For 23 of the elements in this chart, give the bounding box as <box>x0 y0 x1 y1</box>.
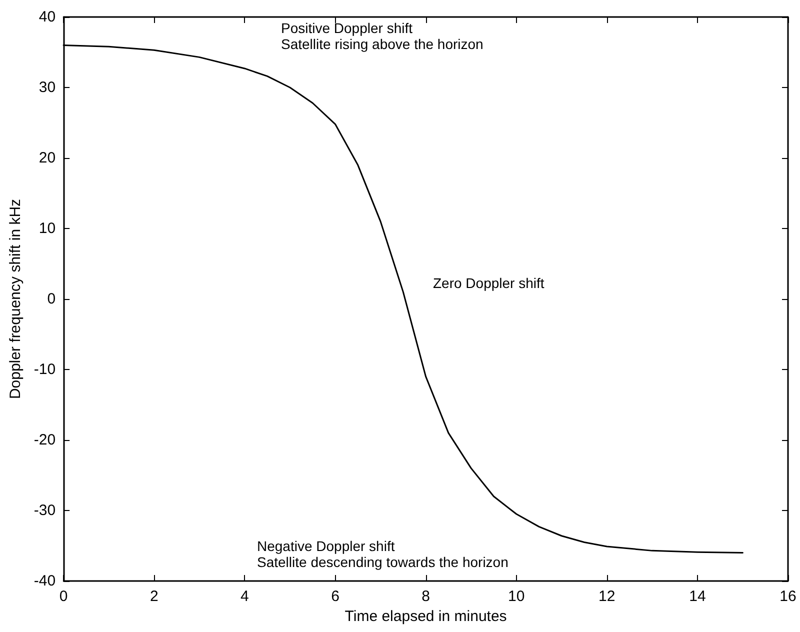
x-tick-label: 16 <box>780 588 796 605</box>
x-tick-label: 4 <box>240 588 249 605</box>
y-tick-label: 30 <box>38 79 56 96</box>
y-tick-label: -20 <box>34 432 56 448</box>
y-tick-label: 40 <box>38 8 56 26</box>
x-tick-label: 0 <box>59 588 68 605</box>
annotation: Zero Doppler shift <box>433 275 544 291</box>
y-tick-label: -40 <box>34 572 56 590</box>
y-tick-label: 10 <box>38 220 56 237</box>
y-tick-label: -10 <box>34 361 56 378</box>
x-tick-label: 6 <box>331 588 340 605</box>
annotation: Positive Doppler shift Satellite rising above the horizon <box>281 20 484 52</box>
x-tick-label: 10 <box>508 588 525 605</box>
x-axis-title: Time elapsed in minutes <box>344 608 507 625</box>
annotation: Negative Doppler shift Satellite descending towards the horizon <box>257 538 508 570</box>
x-tick-label: 8 <box>422 588 430 605</box>
y-tick-label: 0 <box>47 290 56 308</box>
x-tick-label: 2 <box>150 588 158 605</box>
y-axis-title: Doppler frequency shift in kHz <box>7 198 24 400</box>
y-tick-label: 20 <box>38 150 56 166</box>
y-tick-label: -30 <box>34 502 56 519</box>
x-tick-label: 14 <box>689 588 706 605</box>
x-tick-label: 12 <box>598 588 616 605</box>
